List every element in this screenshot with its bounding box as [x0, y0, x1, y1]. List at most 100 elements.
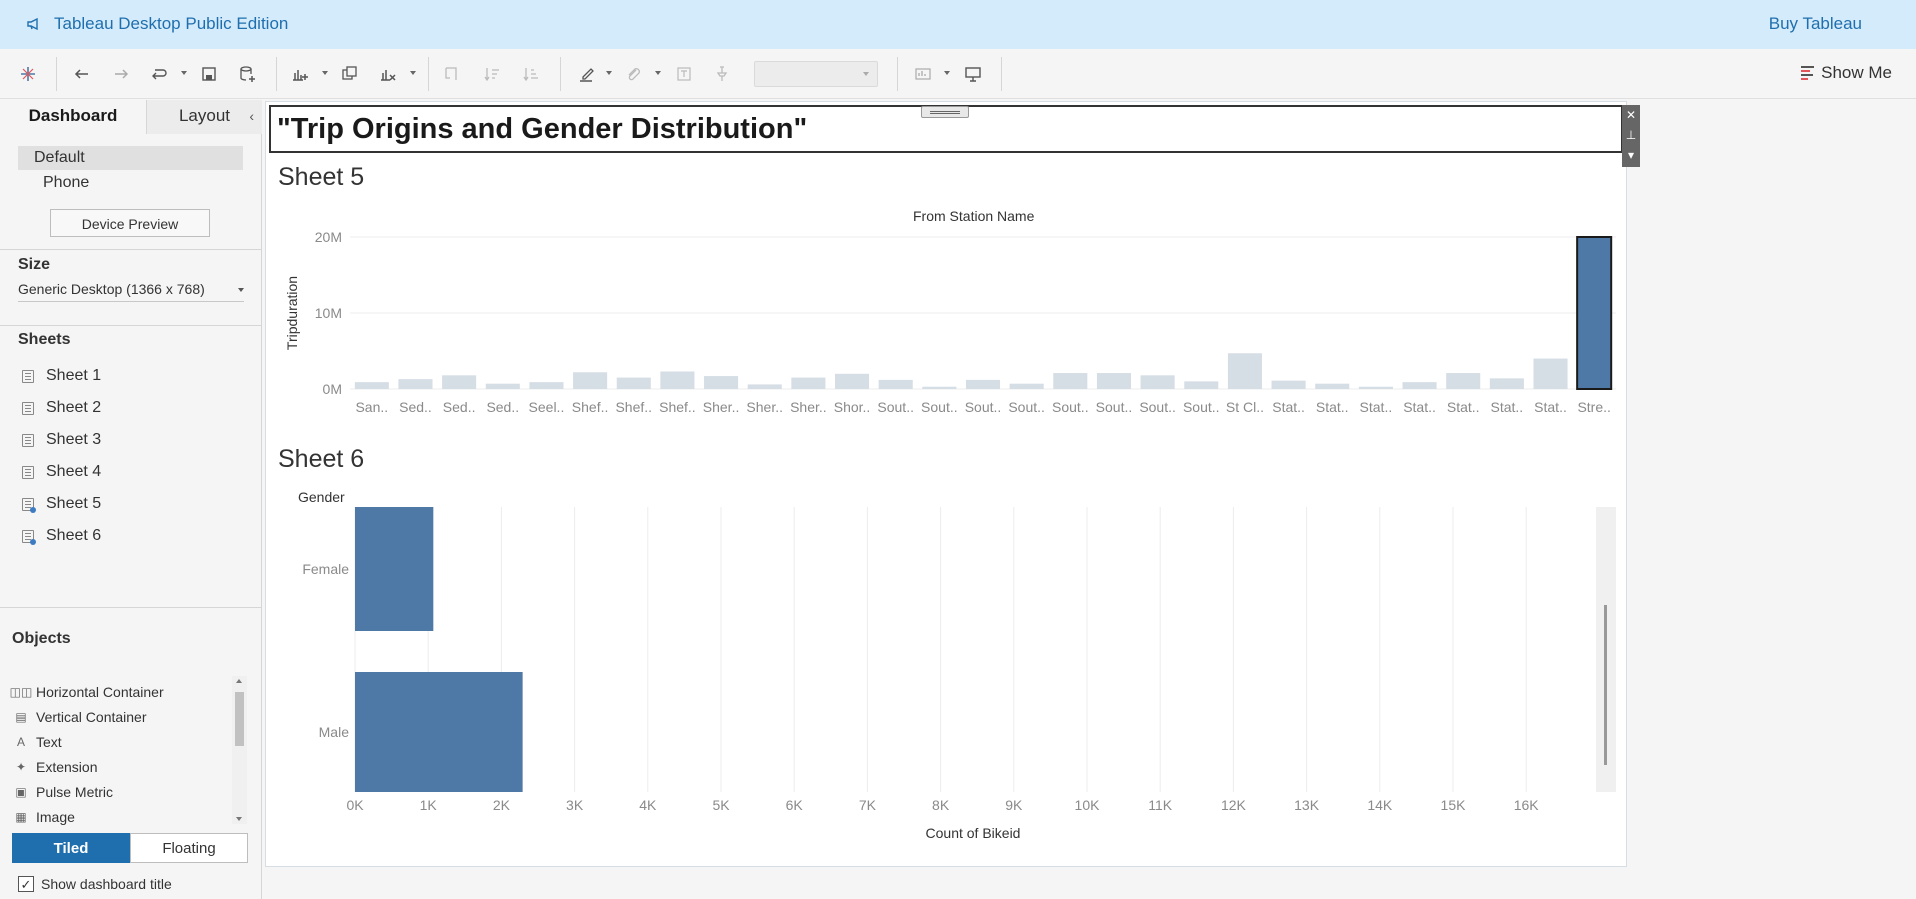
device-phone[interactable]: Phone	[43, 174, 90, 191]
x-tick-label: Sout..	[1183, 399, 1220, 415]
duplicate-sheet-icon[interactable]	[337, 61, 363, 87]
group-dropdown-icon[interactable]	[655, 71, 661, 75]
bar	[1576, 236, 1613, 390]
sort-descending-icon[interactable]	[518, 61, 544, 87]
group-members-icon[interactable]	[620, 61, 646, 87]
show-cards-dropdown-icon[interactable]	[944, 71, 950, 75]
redo-icon[interactable]	[108, 61, 134, 87]
floating-toggle[interactable]: Floating	[130, 833, 248, 863]
sheet-6-scrollbar[interactable]	[1596, 507, 1616, 792]
object-vertical-container[interactable]: ▤ Vertical Container	[14, 707, 146, 727]
x-tick-label: Stat..	[1272, 399, 1305, 415]
bar	[1533, 358, 1568, 389]
sheet-item-2[interactable]: Sheet 2	[22, 397, 101, 419]
x-tick-label: Sout..	[965, 399, 1002, 415]
more-options-icon[interactable]: ▾	[1627, 148, 1635, 162]
sheet-item-4[interactable]: Sheet 4	[22, 461, 101, 483]
x-tick-label: Shor..	[834, 399, 871, 415]
sort-ascending-icon[interactable]	[479, 61, 505, 87]
object-pulse-metric[interactable]: ▣ Pulse Metric	[14, 782, 113, 802]
sheet-item-3[interactable]: Sheet 3	[22, 429, 101, 451]
show-cards-icon[interactable]	[910, 61, 936, 87]
replay-icon[interactable]	[146, 61, 172, 87]
new-worksheet-icon[interactable]	[287, 61, 313, 87]
fit-select[interactable]	[754, 61, 878, 87]
sheet-item-label: Sheet 6	[46, 527, 102, 544]
chevron-left-icon[interactable]: ‹	[249, 108, 254, 124]
worksheet-in-use-icon	[22, 497, 36, 513]
tab-dashboard[interactable]: Dashboard	[0, 100, 146, 134]
worksheet-icon	[22, 401, 34, 415]
clear-sheet-dropdown-icon[interactable]	[410, 71, 416, 75]
bar	[1446, 373, 1481, 389]
buy-tableau-link[interactable]: Buy Tableau	[1768, 14, 1862, 33]
save-icon[interactable]	[196, 61, 222, 87]
bar	[1358, 386, 1393, 389]
pin-icon[interactable]: ⊥	[1625, 128, 1637, 142]
show-labels-icon[interactable]	[671, 61, 697, 87]
clear-sheet-icon[interactable]	[375, 61, 401, 87]
bar	[355, 507, 434, 631]
highlight-dropdown-icon[interactable]	[606, 71, 612, 75]
bar	[354, 382, 389, 389]
replay-dropdown-icon[interactable]	[181, 71, 187, 75]
sheet-item-6[interactable]: Sheet 6	[22, 525, 101, 547]
highlight-icon[interactable]	[574, 61, 600, 87]
tiled-toggle[interactable]: Tiled	[12, 833, 130, 863]
bar	[835, 373, 870, 389]
remove-icon[interactable]: ✕	[1625, 108, 1637, 122]
tab-layout[interactable]: Layout	[146, 100, 262, 134]
x-tick-label: Stat..	[1316, 399, 1349, 415]
panel-tabs: Dashboard Layout ‹	[0, 100, 262, 134]
x-tick-label: 11K	[1148, 797, 1173, 813]
megaphone-icon	[27, 17, 38, 31]
pulse-metric-icon: ▣	[15, 785, 27, 799]
object-label: Image	[36, 809, 75, 825]
object-image[interactable]: ▦ Image	[14, 807, 75, 827]
x-tick-label: 9K	[1005, 797, 1023, 813]
swap-rows-columns-icon[interactable]	[439, 61, 465, 87]
bar	[660, 371, 695, 389]
x-tick-label: Sher..	[790, 399, 827, 415]
new-worksheet-dropdown-icon[interactable]	[322, 71, 328, 75]
object-extension[interactable]: ✦ Extension	[14, 757, 98, 777]
device-default[interactable]: Default	[18, 146, 243, 170]
sheet-item-1[interactable]: Sheet 1	[22, 365, 101, 387]
x-tick-label: Sout..	[1008, 399, 1045, 415]
bar	[1140, 375, 1175, 389]
object-text[interactable]: A Text	[14, 732, 62, 752]
object-label: Pulse Metric	[36, 784, 114, 800]
sheet-6-chart: 0K 1K 2K 3K 4K 5K 6K 7K 8K 9K 10K 11K 12K 13K 14K 15K 16…	[302, 507, 1602, 841]
show-me-label: Show Me	[1821, 63, 1892, 82]
fix-axes-icon[interactable]	[709, 61, 735, 87]
tableau-logo-icon[interactable]	[15, 61, 41, 87]
x-tick-label: 3K	[566, 797, 584, 813]
size-dropdown[interactable]: Generic Desktop (1366 x 768)	[18, 281, 244, 302]
new-data-source-icon[interactable]	[234, 61, 260, 87]
show-dashboard-title-checkbox[interactable]: ✓ Show dashboard title	[18, 876, 172, 892]
show-me-button[interactable]: Show Me	[1801, 63, 1892, 83]
bar	[1271, 380, 1306, 389]
bar	[747, 384, 782, 389]
objects-heading: Objects	[12, 630, 71, 647]
bar	[1315, 383, 1350, 389]
x-tick-label: Sout..	[921, 399, 958, 415]
bar	[1053, 373, 1088, 389]
x-tick-label: 0K	[346, 797, 364, 813]
x-tick-label: Sher..	[703, 399, 740, 415]
app-title: Tableau Desktop Public Edition	[54, 14, 289, 33]
presentation-mode-icon[interactable]	[960, 61, 986, 87]
vertical-container-icon: ▤	[15, 710, 27, 724]
device-preview-button[interactable]: Device Preview	[50, 209, 210, 237]
sheet-item-5[interactable]: Sheet 5	[22, 493, 101, 515]
objects-scrollbar[interactable]	[232, 676, 247, 824]
undo-icon[interactable]	[69, 61, 95, 87]
x-tick-label: Sout..	[1052, 399, 1089, 415]
drag-handle-icon[interactable]	[921, 106, 969, 118]
checkbox-checked-icon[interactable]: ✓	[18, 876, 34, 892]
size-heading: Size	[18, 256, 51, 273]
y-tick-label: 0M	[323, 381, 342, 397]
bar	[922, 386, 957, 389]
x-tick-label: Shef..	[572, 399, 609, 415]
object-horizontal-container[interactable]: ◫◫ Horizontal Container	[10, 682, 164, 702]
